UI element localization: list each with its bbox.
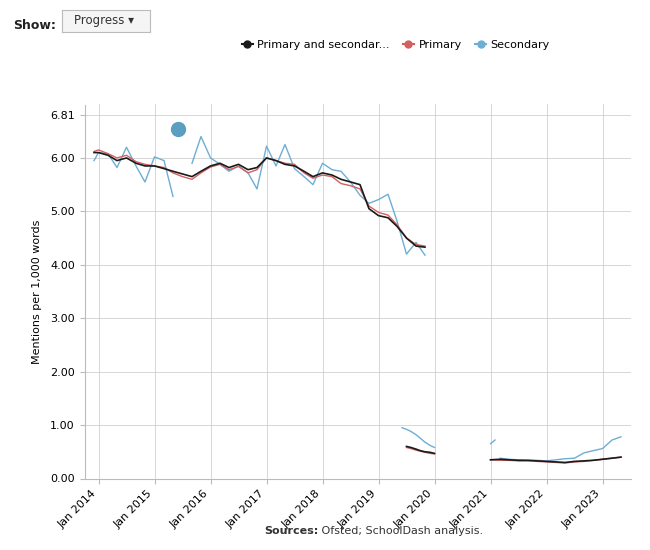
Y-axis label: Mentions per 1,000 words: Mentions per 1,000 words (32, 219, 42, 364)
Text: Ofsted; SchoolDash analysis.: Ofsted; SchoolDash analysis. (318, 526, 484, 536)
Text: Progress ▾: Progress ▾ (74, 14, 134, 28)
Legend: Primary and secondar..., Primary, Secondary: Primary and secondar..., Primary, Second… (237, 35, 554, 54)
Text: Sources:: Sources: (265, 526, 318, 536)
Text: Show:: Show: (13, 19, 56, 32)
Point (173, 124, 183, 133)
